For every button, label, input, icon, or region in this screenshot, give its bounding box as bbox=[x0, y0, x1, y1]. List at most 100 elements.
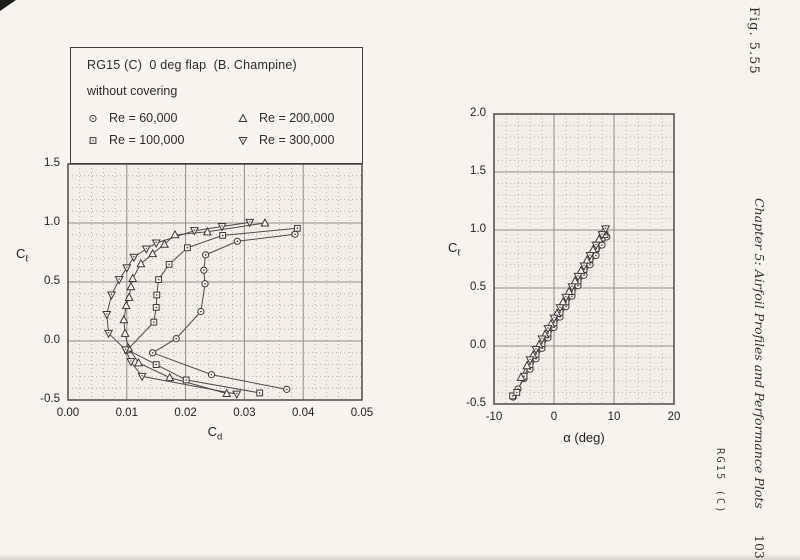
circle-dot-marker bbox=[283, 385, 291, 393]
triangle-up-marker bbox=[202, 226, 212, 236]
series-line bbox=[126, 227, 298, 394]
triangle-up-marker bbox=[516, 372, 526, 381]
circle-dot-marker bbox=[592, 251, 600, 260]
square-dot-marker bbox=[89, 137, 97, 144]
legend-entry-label: Re = 300,000 bbox=[259, 133, 335, 147]
square-dot-marker bbox=[513, 388, 521, 396]
square-dot-marker bbox=[293, 224, 301, 232]
triangle-down-marker bbox=[122, 264, 132, 273]
triangle-down-marker bbox=[585, 252, 595, 261]
x-tick-label: 20 bbox=[667, 411, 681, 423]
x-tick-label: 0.03 bbox=[233, 407, 256, 419]
x-tick-label: -10 bbox=[485, 411, 503, 423]
re-100000-marker-icon bbox=[87, 134, 99, 146]
square-dot-marker bbox=[150, 318, 158, 326]
triangle-down-marker bbox=[129, 253, 139, 263]
triangle-down-marker bbox=[537, 335, 547, 344]
circle-dot-marker bbox=[200, 266, 208, 274]
triangle-up-marker bbox=[159, 239, 169, 248]
triangle-up-marker bbox=[120, 328, 130, 337]
triangle-up-marker bbox=[124, 292, 134, 301]
triangle-up-marker bbox=[165, 372, 175, 382]
polar-x-axis-label: Cd bbox=[207, 424, 223, 443]
x-tick-label: 0.05 bbox=[350, 407, 374, 419]
triangle-down-marker bbox=[597, 231, 607, 240]
triangle-up-marker bbox=[134, 357, 144, 367]
legend-entry: Re = 300,000 bbox=[237, 129, 362, 151]
square-dot-marker bbox=[152, 361, 160, 369]
square-dot-marker bbox=[219, 231, 227, 239]
re-60000-marker-icon bbox=[87, 112, 99, 124]
y-tick-label: -0.5 bbox=[40, 393, 60, 405]
drag-polar-canvas bbox=[67, 163, 363, 401]
square-dot-marker bbox=[155, 276, 162, 284]
re-200000-marker-icon bbox=[237, 112, 249, 124]
y-tick-label: -0.5 bbox=[466, 397, 486, 409]
chapter-running-header: Chapter 5: Airfoil Profiles and Performa… bbox=[752, 198, 767, 559]
circle-dot-marker bbox=[201, 251, 210, 259]
legend-entry: Re = 100,000 bbox=[87, 129, 237, 151]
circle-dot-marker bbox=[172, 335, 180, 343]
legend-entry-label: Re = 60,000 bbox=[109, 111, 178, 125]
triangle-down-marker bbox=[549, 314, 559, 324]
x-tick-label: 0.00 bbox=[56, 407, 80, 419]
triangle-up-marker bbox=[222, 388, 232, 398]
triangle-up-marker bbox=[119, 314, 129, 324]
x-tick-label: 0.01 bbox=[115, 407, 138, 419]
triangle-down-marker bbox=[217, 223, 227, 232]
polar-legend-box: RG15 (C) 0 deg flap (B. Champine) withou… bbox=[70, 47, 363, 164]
square-dot-marker bbox=[152, 303, 160, 311]
triangle-down-marker bbox=[141, 245, 151, 254]
triangle-down-marker bbox=[114, 276, 124, 285]
legend-entry: Re = 60,000 bbox=[87, 107, 237, 129]
scan-bottom-shade bbox=[0, 554, 800, 560]
y-tick-label: 1.5 bbox=[470, 165, 486, 177]
triangle-down-marker bbox=[121, 346, 131, 355]
triangle-down-marker bbox=[151, 239, 161, 249]
triangle-down-marker bbox=[245, 218, 255, 228]
square-dot-marker bbox=[153, 291, 161, 299]
circle-dot-marker bbox=[201, 280, 209, 288]
square-dot-marker bbox=[256, 389, 264, 397]
series-re-300-000 bbox=[102, 218, 255, 400]
y-tick-label: 0.0 bbox=[470, 339, 486, 351]
lift-curve-canvas bbox=[493, 113, 675, 405]
triangle-up-marker bbox=[128, 273, 138, 282]
square-dot-marker bbox=[165, 260, 173, 268]
triangle-down-marker bbox=[579, 262, 589, 271]
triangle-down-marker bbox=[543, 325, 553, 334]
triangle-up-marker bbox=[522, 360, 532, 370]
y-tick-label: 2.0 bbox=[470, 107, 486, 119]
y-tick-label: 1.0 bbox=[470, 223, 486, 235]
triangle-up-marker bbox=[238, 113, 248, 122]
triangle-down-marker bbox=[232, 390, 242, 400]
circle-dot-marker bbox=[233, 237, 241, 245]
triangle-up-marker bbox=[148, 248, 158, 258]
x-tick-label: 0 bbox=[550, 411, 558, 423]
re-300000-marker-icon bbox=[237, 134, 249, 146]
triangle-down-marker bbox=[567, 283, 577, 292]
square-dot-marker bbox=[182, 376, 190, 384]
triangle-down-marker bbox=[106, 291, 117, 300]
triangle-up-marker bbox=[260, 218, 270, 227]
y-tick-label: 0.5 bbox=[44, 275, 60, 287]
triangle-down-marker bbox=[525, 356, 535, 365]
x-tick-label: 0.02 bbox=[174, 407, 197, 419]
series-re-300-000 bbox=[525, 225, 611, 365]
legend-entry: Re = 200,000 bbox=[237, 107, 362, 129]
lift-y-axis-label: Cℓ bbox=[448, 240, 461, 259]
triangle-up-marker bbox=[136, 258, 146, 268]
triangle-down-marker bbox=[555, 304, 565, 313]
legend-entries: Re = 60,000 Re = 100,000 Re = 200,000 Re… bbox=[87, 107, 362, 151]
y-tick-label: 0.5 bbox=[470, 281, 486, 293]
x-tick-label: 10 bbox=[607, 411, 621, 423]
chapter-title-text: Chapter 5: Airfoil Profiles and Performa… bbox=[752, 198, 767, 509]
circle-dot-marker bbox=[291, 230, 299, 238]
triangle-down-marker bbox=[591, 241, 601, 251]
triangle-up-marker bbox=[126, 281, 136, 291]
series-line bbox=[123, 222, 266, 394]
circle-dot-marker bbox=[207, 371, 216, 379]
airfoil-name-tag: RG15 (C) bbox=[714, 448, 726, 515]
triangle-down-marker bbox=[189, 227, 199, 236]
legend-subtitle: without covering bbox=[87, 84, 178, 98]
